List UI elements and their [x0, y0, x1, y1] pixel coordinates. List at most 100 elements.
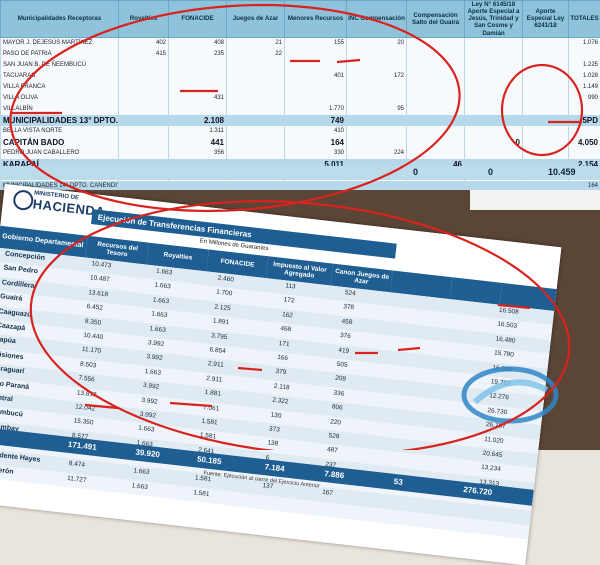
table-cell	[523, 60, 569, 71]
table-row: MUNICIPALIDADES 13° DPTO. AMAMBAY2.10874…	[1, 115, 600, 126]
table-cell	[407, 37, 465, 49]
total-ley: 0	[488, 167, 493, 177]
table-cell	[523, 93, 569, 104]
department-value: 376	[340, 332, 352, 340]
department-value: 6.854	[209, 346, 226, 355]
table-cell	[347, 115, 407, 126]
table-cell	[169, 82, 227, 93]
table-cell	[119, 181, 169, 190]
department-value: 3.992	[139, 411, 156, 420]
table-cell	[169, 104, 227, 115]
table-cell	[407, 126, 465, 137]
table-cell: 5PD	[569, 115, 600, 126]
table-cell	[285, 82, 347, 93]
department-name: Ñeembucú	[0, 408, 23, 419]
table-cell: 224	[347, 148, 407, 159]
column-header: Royalties	[119, 1, 169, 38]
ministry-seal-icon	[12, 189, 34, 211]
table-cell	[227, 93, 285, 104]
department-value: 8.350	[85, 318, 102, 327]
table-cell: 1.311	[169, 126, 227, 137]
table-cell	[523, 104, 569, 115]
table-cell: 164	[569, 181, 600, 190]
department-value: 2.460	[217, 275, 234, 284]
row-label: MAYOR J. DEJESÚS MARTÍNEZ	[1, 37, 119, 49]
department-value: 1.663	[149, 325, 166, 334]
table-cell	[285, 93, 347, 104]
department-value: 1.663	[133, 468, 150, 477]
department-value: 528	[328, 432, 340, 440]
department-name: Alto Paraná	[0, 379, 29, 390]
department-value: 1.881	[204, 389, 221, 398]
table-cell	[407, 93, 465, 104]
table-cell: 1.225	[569, 60, 600, 71]
total-value: 276.720	[463, 485, 493, 497]
department-value: 2.118	[273, 382, 289, 391]
department-name: Central	[0, 393, 13, 403]
row-label: MUNICIPALIDADES 13° DPTO. AMAMBAY	[1, 115, 119, 126]
department-value: 3.992	[141, 396, 158, 405]
table-cell: 95	[347, 104, 407, 115]
column-header: Menores Recursos	[285, 1, 347, 38]
department-value: 373	[269, 425, 281, 433]
department-value: 13.813	[76, 389, 97, 398]
department-value: 1.581	[201, 418, 218, 427]
department-value: 209	[335, 375, 347, 383]
total-compensacion: 0	[413, 167, 418, 177]
table-cell	[407, 82, 465, 93]
table-cell: 20	[347, 37, 407, 49]
table-cell	[119, 82, 169, 93]
department-value: 419	[338, 346, 350, 354]
table-cell: 172	[347, 71, 407, 82]
table-cell	[347, 126, 407, 137]
table-cell	[119, 93, 169, 104]
table-cell	[119, 137, 169, 148]
department-value: 487	[327, 446, 339, 454]
table-cell	[227, 115, 285, 126]
department-value: 10.473	[91, 260, 112, 269]
table-cell	[347, 93, 407, 104]
row-label: VILLA FRANCA	[1, 82, 119, 93]
table-cell: 22	[227, 49, 285, 60]
table-cell	[119, 115, 169, 126]
table-cell	[227, 148, 285, 159]
department-value: 220	[330, 418, 342, 426]
column-header: Juegos de Azar	[227, 1, 285, 38]
department-value: 2.911	[206, 375, 222, 384]
watermark-logo-icon	[455, 350, 565, 440]
table-cell	[227, 71, 285, 82]
column-header: Municipalidades Receptoras	[1, 1, 119, 38]
department-value: 10.440	[83, 332, 104, 341]
column-header: Aporte Especial Ley 6241/18	[523, 1, 569, 38]
department-value: 524	[344, 289, 356, 297]
table-cell	[465, 93, 523, 104]
table-cell: 235	[169, 49, 227, 60]
table-cell: 401	[285, 71, 347, 82]
table-cell	[169, 60, 227, 71]
table-cell	[227, 82, 285, 93]
row-label: CAPITÁN BADO	[1, 137, 119, 148]
totals-row: 0 0 10.459	[0, 166, 600, 180]
department-value: 11.170	[81, 346, 101, 355]
table-cell	[465, 71, 523, 82]
department-name: Boquerón	[0, 465, 14, 476]
department-value: 468	[280, 325, 292, 333]
column-header: TOTALES	[569, 1, 600, 38]
department-value: 172	[283, 297, 295, 305]
table-cell	[347, 60, 407, 71]
table-cell	[523, 126, 569, 137]
table-cell: 431	[169, 93, 227, 104]
department-name: Itapúa	[0, 336, 16, 345]
department-value: 379	[275, 368, 287, 376]
table-cell: 164	[285, 137, 347, 148]
table-cell: 410	[285, 126, 347, 137]
table-cell	[169, 71, 227, 82]
department-value: 1.663	[131, 482, 148, 491]
table-cell: 356	[169, 148, 227, 159]
table-cell: 1.028	[569, 71, 600, 82]
